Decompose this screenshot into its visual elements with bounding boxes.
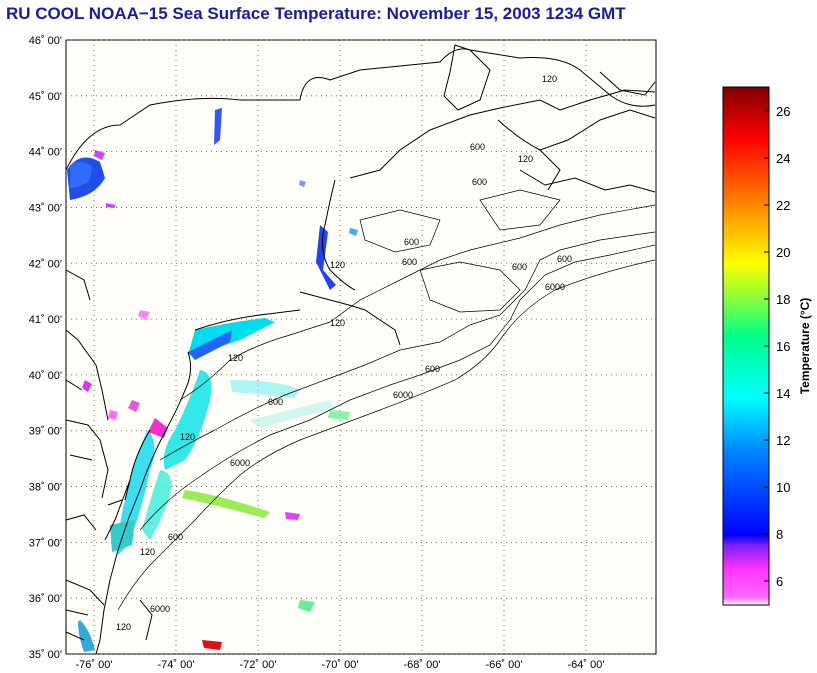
latitude-label: 39˚ 00' xyxy=(29,426,62,438)
latitude-label: 36˚ 00' xyxy=(29,593,62,605)
colorbar-tick-label: 16 xyxy=(776,339,790,354)
longitude-label: -66˚ 00' xyxy=(486,659,523,671)
bathymetry-contours xyxy=(117,189,656,611)
colorbar-tick-label: 10 xyxy=(776,480,790,495)
svg-text:600: 600 xyxy=(404,237,419,247)
svg-text:6000: 6000 xyxy=(150,604,170,614)
sst-data-layer xyxy=(67,108,358,652)
latitude-label: 44˚ 00' xyxy=(29,147,62,159)
colorbar-tick-label: 20 xyxy=(776,245,790,260)
svg-text:6000: 6000 xyxy=(230,458,250,468)
colorbar-tick-label: 6 xyxy=(776,574,783,589)
map-grid xyxy=(66,39,656,655)
longitude-labels: -76˚ 00' -74˚ 00' -72˚ 00' -70˚ 00' -68˚ 00'… xyxy=(76,659,605,671)
longitude-label: -64˚ 00' xyxy=(568,659,605,671)
coastline xyxy=(65,44,656,655)
latitude-label: 46˚ 00' xyxy=(29,35,62,47)
latitude-labels: 46˚ 00' 45˚ 00' 44˚ 00' 43˚ 00' 42˚ 00' 41˚ 0… xyxy=(29,35,62,661)
latitude-label: 42˚ 00' xyxy=(29,258,62,270)
longitude-label: -74˚ 00' xyxy=(158,659,195,671)
svg-text:600: 600 xyxy=(168,532,183,542)
map-frame xyxy=(65,39,657,655)
svg-text:600: 600 xyxy=(557,254,572,264)
svg-text:6000: 6000 xyxy=(545,282,565,292)
svg-text:600: 600 xyxy=(425,364,440,374)
latitude-label: 41˚ 00' xyxy=(29,314,62,326)
svg-text:120: 120 xyxy=(330,318,345,328)
contour-labels: 120 120 120 120 120 120 120 120 600 600 … xyxy=(116,74,572,632)
longitude-label: -72˚ 00' xyxy=(240,659,277,671)
latitude-label: 38˚ 00' xyxy=(29,482,62,494)
latitude-label: 43˚ 00' xyxy=(29,202,62,214)
svg-text:600: 600 xyxy=(512,262,527,272)
svg-text:120: 120 xyxy=(140,547,155,557)
svg-text:6000: 6000 xyxy=(393,390,413,400)
colorbar-label: Temperature (°C) xyxy=(798,298,812,395)
colorbar-tick-label: 24 xyxy=(776,151,790,166)
latitude-label: 40˚ 00' xyxy=(29,370,62,382)
svg-text:600: 600 xyxy=(470,142,485,152)
colorbar-tick-label: 12 xyxy=(776,433,790,448)
svg-text:120: 120 xyxy=(542,74,557,84)
svg-text:120: 120 xyxy=(330,260,345,270)
svg-text:120: 120 xyxy=(518,154,533,164)
colorbar-tick-label: 22 xyxy=(776,198,790,213)
latitude-label: 37˚ 00' xyxy=(29,537,62,549)
colorbar-tick-label: 18 xyxy=(776,292,790,307)
longitude-label: -70˚ 00' xyxy=(322,659,359,671)
map-title: RU COOL NOAA−15 Sea Surface Temperature:… xyxy=(6,4,626,23)
latitude-label: 45˚ 00' xyxy=(29,91,62,103)
colorbar: 26 24 22 20 18 16 14 12 10 8 6 Temperature (°C) xyxy=(722,86,812,606)
svg-text:600: 600 xyxy=(402,257,417,267)
svg-text:600: 600 xyxy=(268,397,283,407)
colorbar-tick-label: 8 xyxy=(776,527,783,542)
colorbar-tick-label: 26 xyxy=(776,104,790,119)
svg-text:600: 600 xyxy=(472,177,487,187)
svg-text:120: 120 xyxy=(116,622,131,632)
colorbar-tick-label: 14 xyxy=(776,386,790,401)
latitude-label: 35˚ 00' xyxy=(29,649,62,661)
colorbar-ticks: 26 24 22 20 18 16 14 12 10 8 6 xyxy=(764,104,790,589)
longitude-label: -68˚ 00' xyxy=(404,659,441,671)
svg-text:120: 120 xyxy=(228,353,243,363)
longitude-label: -76˚ 00' xyxy=(76,659,113,671)
svg-text:120: 120 xyxy=(180,432,195,442)
colorbar-gradient xyxy=(722,86,770,606)
